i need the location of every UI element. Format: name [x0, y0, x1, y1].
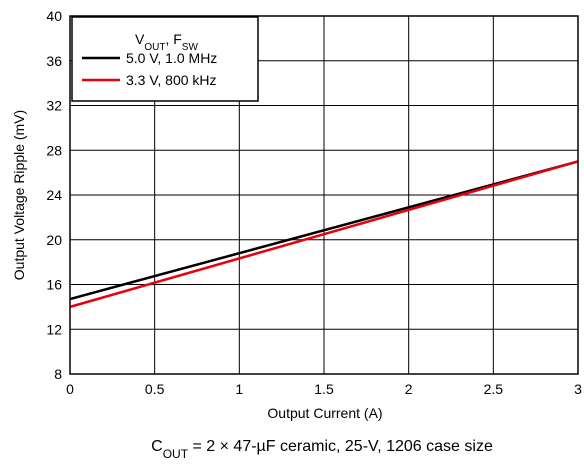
x-tick-label: 2.5: [484, 381, 504, 397]
y-tick-label: 40: [46, 8, 62, 24]
y-tick-label: 8: [54, 366, 62, 382]
series-line-1: [69, 160, 579, 301]
legend-title: VOUT, FSW: [135, 31, 198, 53]
grid-lines: [69, 15, 579, 375]
x-axis-label: Output Current (A): [267, 405, 382, 421]
legend-label-series-2: 3.3 V, 800 kHz: [126, 72, 217, 88]
series-line-2: [69, 160, 579, 309]
legend-label-series-1: 5.0 V, 1.0 MHz: [126, 50, 217, 66]
plot-frame: [69, 15, 579, 375]
x-tick-label: 3: [574, 381, 582, 397]
x-tick-label: 0: [66, 381, 74, 397]
y-tick-label: 28: [46, 142, 62, 158]
y-tick-label: 20: [46, 232, 62, 248]
y-tick-label: 24: [46, 187, 62, 203]
x-tick-label: 1.5: [314, 381, 334, 397]
y-tick-label: 36: [46, 53, 62, 69]
caption-sub-out: OUT: [163, 447, 189, 461]
x-tick-label: 0.5: [145, 381, 165, 397]
y-tick-label: 16: [46, 277, 62, 293]
y-axis-label: Output Voltage Ripple (mV): [11, 110, 27, 280]
series-lines: [69, 160, 579, 309]
legend: VOUT, FSW 5.0 V, 1.0 MHz 3.3 V, 800 kHz: [71, 16, 259, 102]
y-tick-label: 12: [46, 321, 62, 337]
y-tick-label: 32: [46, 98, 62, 114]
x-tick-labels: 0 0.5 1 1.5 2 2.5 3: [66, 381, 582, 397]
chart-caption: COUT = 2 × 47-µF ceramic, 25-V, 1206 cas…: [151, 438, 493, 461]
x-tick-label: 2: [405, 381, 413, 397]
y-tick-labels: 8 12 16 20 24 28 32 36 40: [46, 8, 62, 382]
x-tick-label: 1: [235, 381, 243, 397]
legend-title-sub-sw: SW: [182, 42, 199, 53]
legend-title-sub-out: OUT: [144, 42, 165, 53]
